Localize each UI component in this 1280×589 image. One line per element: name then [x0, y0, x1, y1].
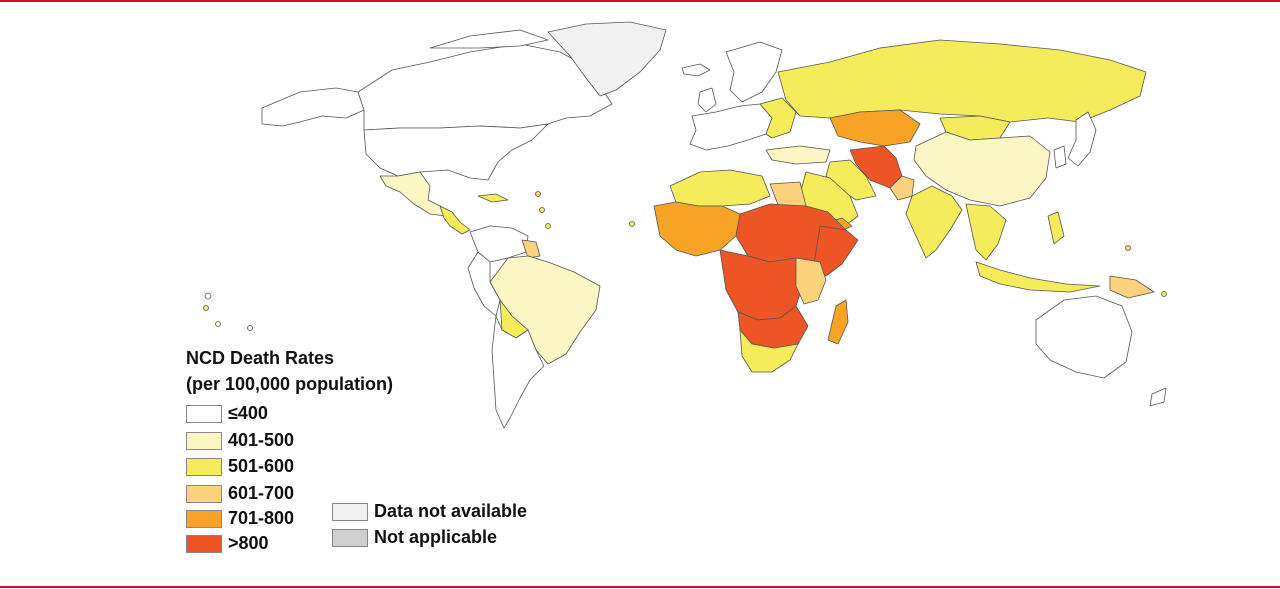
island-8 [629, 221, 635, 227]
legend-label: 701-800 [228, 508, 295, 528]
legend-item-not-applicable: Not applicable [332, 527, 497, 548]
legend-label: ≤400 [228, 403, 268, 423]
country-new-zealand [1149, 387, 1167, 407]
legend-swatch [186, 509, 222, 528]
country-korea [1053, 145, 1067, 169]
legend-item-class-3: 501-600 [186, 456, 294, 477]
island-6 [539, 207, 545, 213]
legend-swatch [186, 484, 222, 503]
country-iceland [681, 63, 711, 77]
country-north-africa-west [669, 169, 771, 207]
legend-title: NCD Death Rates (per 100,000 population) [186, 345, 393, 397]
country-cuba [477, 193, 509, 203]
legend-item-not-available: Data not available [332, 501, 527, 522]
island-10 [1161, 291, 1167, 297]
legend-title-line2: (per 100,000 population) [186, 374, 394, 394]
country-greenland [547, 21, 667, 97]
country-west-africa [653, 201, 741, 257]
legend-item-class-4: 601-700 [186, 483, 294, 504]
legend-label: 601-700 [228, 483, 295, 503]
country-usa [363, 123, 549, 181]
country-southeast-asia [965, 203, 1007, 261]
legend-label: >800 [228, 533, 269, 553]
country-scandinavia [725, 41, 783, 103]
island-9 [1125, 245, 1131, 251]
country-papua [1109, 275, 1155, 299]
country-south-africa [739, 329, 799, 373]
country-kazakhstan [829, 109, 921, 147]
legend-swatch [186, 457, 222, 476]
island-2 [203, 305, 209, 311]
north-america [261, 29, 613, 235]
country-argentina-chile [491, 315, 545, 429]
country-pakistan [889, 175, 915, 201]
country-philippines [1047, 211, 1065, 245]
country-china [913, 131, 1051, 207]
legend-item-class-2: 401-500 [186, 430, 294, 451]
country-east-africa [795, 257, 827, 305]
legend-label: Not applicable [374, 527, 498, 547]
country-eastern-europe [759, 97, 797, 139]
island-4 [247, 325, 253, 331]
south-america [467, 225, 601, 429]
country-turkey [765, 145, 831, 165]
country-western-europe [689, 103, 773, 151]
country-madagascar [827, 299, 849, 345]
legend-title-line1: NCD Death Rates [186, 348, 335, 368]
island-7 [545, 223, 551, 229]
africa [653, 169, 859, 373]
country-uk [697, 87, 717, 113]
country-alaska [261, 87, 365, 127]
island-1 [204, 292, 212, 300]
legend-swatch [332, 502, 368, 521]
legend-label: 401-500 [228, 430, 295, 450]
country-australia [1035, 295, 1133, 379]
legend-swatch [332, 528, 368, 547]
country-guyana [521, 239, 541, 259]
country-indonesia [975, 261, 1101, 293]
country-canada-islands [429, 29, 549, 49]
bottom-rule [0, 586, 1280, 588]
country-mexico [379, 171, 447, 217]
legend-label: Data not available [374, 501, 528, 521]
legend-label: 501-600 [228, 456, 295, 476]
country-central-america [439, 205, 471, 235]
legend-swatch [186, 534, 222, 553]
legend-swatch [186, 431, 222, 450]
europe [689, 41, 831, 165]
legend-item-class-5: 701-800 [186, 508, 294, 529]
island-3 [215, 321, 221, 327]
legend-item-class-1: ≤400 [186, 403, 268, 424]
legend-item-class-6: >800 [186, 533, 269, 554]
legend-swatch [186, 404, 222, 423]
country-russia [777, 39, 1147, 123]
asia [777, 39, 1155, 299]
island-5 [535, 191, 541, 197]
country-japan [1067, 111, 1097, 167]
country-india [905, 185, 963, 259]
top-rule [0, 0, 1280, 2]
